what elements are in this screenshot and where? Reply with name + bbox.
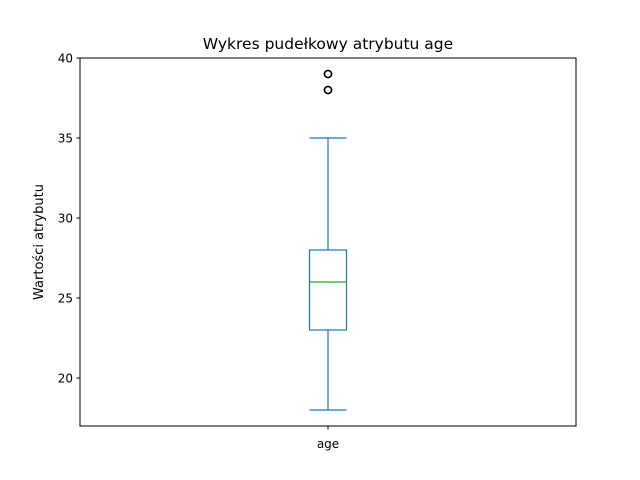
outlier-point xyxy=(323,85,333,95)
y-axis: 20 25 30 35 40 xyxy=(58,51,80,385)
y-tick-label: 35 xyxy=(58,131,73,145)
y-tick-label: 30 xyxy=(58,211,73,225)
y-axis-label: Wartości atrybutu xyxy=(32,184,47,300)
chart-title: Wykres pudełkowy atrybutu age xyxy=(203,35,453,53)
box-age xyxy=(308,69,348,411)
outlier-point xyxy=(323,69,333,79)
interquartile-box xyxy=(308,249,348,331)
y-tick-label: 25 xyxy=(58,291,73,305)
x-axis: age xyxy=(317,426,339,451)
y-tick-label: 20 xyxy=(58,371,73,385)
x-tick-label: age xyxy=(317,437,339,451)
y-tick-label: 40 xyxy=(58,51,73,65)
box-series xyxy=(308,69,348,411)
